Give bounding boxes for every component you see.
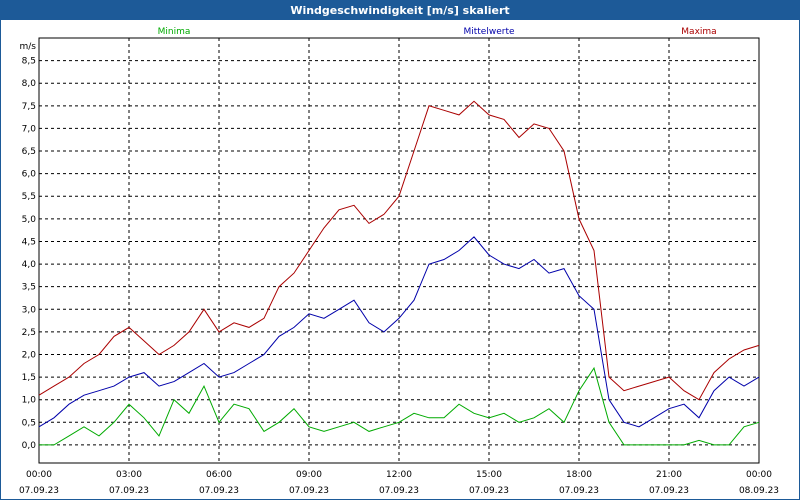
y-tick-label: 8,0 — [22, 79, 37, 89]
y-tick-label: 2,5 — [22, 328, 36, 338]
series-line-maxima — [38, 100, 760, 401]
y-tick-label: 6,0 — [22, 170, 37, 180]
y-tick-label: 0,5 — [22, 418, 36, 428]
x-tick-date: 07.09.23 — [289, 486, 329, 496]
y-tick-label: 0,0 — [22, 441, 37, 451]
x-tick-time: 21:00 — [656, 470, 682, 480]
legend-minima: Minima — [158, 27, 191, 37]
chart-title: Windgeschwindigkeit [m/s] skaliert — [1, 1, 799, 20]
y-tick-label: 3,0 — [22, 305, 37, 315]
x-tick-time: 18:00 — [566, 470, 592, 480]
grid — [39, 38, 759, 463]
x-tick-time: 00:00 — [26, 470, 52, 480]
y-tick-label: 3,5 — [22, 283, 36, 293]
y-tick-label: 7,0 — [22, 124, 37, 134]
x-tick-date: 07.09.23 — [649, 486, 689, 496]
y-tick-label: 4,5 — [22, 237, 36, 247]
x-tick-date: 07.09.23 — [559, 486, 599, 496]
x-tick-date: 07.09.23 — [469, 486, 509, 496]
y-tick-label: 6,5 — [22, 147, 36, 157]
series-line-minima — [39, 366, 760, 446]
legend: Minima Mittelwerte Maxima — [158, 27, 717, 37]
x-tick-time: 09:00 — [296, 470, 322, 480]
x-tick-date: 07.09.23 — [199, 486, 239, 496]
axes: 0,0 0,5 1,0 1,5 2,0 2,5 3,0 3,5 4,0 4,5 5,0 5,5 6,0 6… — [19, 42, 779, 496]
y-tick-label: 7,5 — [22, 102, 36, 112]
y-tick-label: 1,0 — [22, 396, 37, 406]
x-tick-time: 03:00 — [116, 470, 142, 480]
y-tick-label: 2,0 — [22, 350, 37, 360]
series — [38, 100, 760, 446]
x-tick-time: 00:00 — [746, 470, 772, 480]
legend-mittelwerte: Mittelwerte — [463, 27, 514, 37]
y-tick-label: 8,5 — [22, 57, 36, 67]
x-tick-time: 12:00 — [386, 470, 412, 480]
y-tick-label: 5,0 — [22, 215, 37, 225]
y-axis-label: m/s — [20, 42, 37, 52]
x-tick-date: 08.09.23 — [739, 486, 779, 496]
y-tick-label: 4,0 — [22, 260, 37, 270]
x-tick-time: 06:00 — [206, 470, 232, 480]
y-tick-label: 1,5 — [22, 373, 36, 383]
x-tick-date: 07.09.23 — [379, 486, 419, 496]
series-line-mittelwerte — [38, 236, 760, 428]
x-tick-time: 15:00 — [476, 470, 502, 480]
legend-maxima: Maxima — [681, 27, 716, 37]
x-tick-date: 07.09.23 — [109, 486, 149, 496]
x-tick-date: 07.09.23 — [19, 486, 59, 496]
y-tick-label: 5,5 — [22, 192, 36, 202]
